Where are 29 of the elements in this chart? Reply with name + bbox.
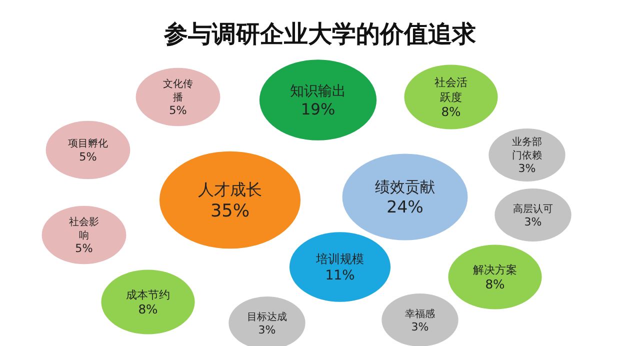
data-label: 8% <box>485 278 506 292</box>
category-label: 幸福感 <box>405 308 435 320</box>
data-label: 24% <box>386 197 424 216</box>
data-label: 8% <box>441 105 462 120</box>
category-label: 成本节约 <box>126 288 170 302</box>
category-label: 知识输出 <box>290 83 346 100</box>
data-label: 3% <box>411 320 429 334</box>
category-label: 人才成长 <box>198 180 262 199</box>
data-label: 35% <box>210 201 250 222</box>
data-label: 8% <box>138 302 158 317</box>
text: 参与调研企业大学的价值追求 <box>163 20 477 48</box>
data-label: 19% <box>300 100 336 118</box>
category-label: 绩效贡献 <box>375 178 435 196</box>
data-label: 5% <box>169 104 187 118</box>
category-label: 培训规模 <box>315 252 364 266</box>
category-label: 项目孵化 <box>68 138 108 150</box>
data-label: 3% <box>518 162 536 175</box>
data-label: 11% <box>325 268 355 284</box>
category-label: 解决方案 <box>473 263 517 276</box>
data-label: 5% <box>75 242 93 256</box>
category-label: 高层认可 <box>513 202 553 215</box>
data-label: 3% <box>524 215 542 228</box>
data-label: 3% <box>258 323 276 336</box>
category-label: 文化传播 <box>163 78 193 104</box>
data-label: 5% <box>79 150 97 164</box>
category-label: 目标达成 <box>247 310 287 323</box>
category-label: 社会影响 <box>69 216 99 242</box>
category-label: 业务部门依赖 <box>512 136 542 162</box>
category-label: 社会活跃度 <box>434 76 468 104</box>
